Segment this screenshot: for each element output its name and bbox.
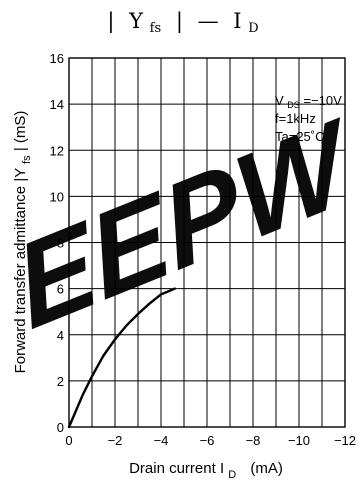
y-tick-label: 4 (57, 328, 64, 343)
x-tick-label: −12 (334, 433, 356, 448)
condition-vds: V DS =−10V (275, 93, 342, 111)
y-tick-label: 16 (50, 51, 64, 66)
condition-vds-subscript: DS (287, 100, 300, 110)
x-tick-label: −10 (288, 433, 310, 448)
x-tick-label: 0 (65, 433, 72, 448)
y-tick-label: 0 (57, 420, 64, 435)
title-bar-right: | (176, 9, 183, 34)
chart-title: | Y fs | — I D (107, 9, 258, 37)
conditions-annotation: V DS =−10V f=1kHz Ta=25˚C (275, 93, 342, 144)
y-tick-label: 8 (57, 236, 64, 251)
x-tick-label: −4 (154, 433, 169, 448)
x-axis-label-subscript: D (228, 469, 236, 481)
plot-border (68, 57, 346, 428)
y-tick-label: 14 (50, 97, 64, 112)
condition-frequency: f=1kHz (275, 111, 316, 126)
x-axis-label-text: Drain current I (129, 460, 224, 477)
title-y-symbol: Y (128, 9, 144, 33)
y-axis-label-text: Forward transfer admittance |Y (12, 168, 29, 374)
x-tick-label: −8 (246, 433, 261, 448)
title-bar-left: | (107, 9, 114, 34)
series-line-0 (67, 287, 176, 429)
x-axis-label: Drain current I D (mA) (129, 460, 283, 482)
title-dash: — (198, 9, 219, 33)
x-tick-labels: 0 −2 −4 −6 −8 −10 −12 (65, 433, 356, 448)
title-y-subscript: fs (150, 21, 161, 36)
y-axis-label: Forward transfer admittance |Y fs | (mS) (12, 111, 34, 374)
x-tick-label: −6 (200, 433, 215, 448)
y-tick-label: 2 (57, 374, 64, 389)
title-x-subscript: D (248, 21, 258, 36)
y-tick-label: 12 (50, 143, 64, 158)
x-axis-label-unit: (mA) (250, 460, 283, 477)
condition-temperature: Ta=25˚C (275, 129, 325, 144)
y-tick-labels: 0 2 4 6 8 10 12 14 16 (50, 51, 64, 435)
y-axis-label-subscript: fs (21, 155, 33, 164)
condition-vds-symbol: V (275, 93, 284, 108)
title-x-symbol: I (233, 9, 241, 33)
y-tick-label: 6 (57, 282, 64, 297)
plot-frame (68, 57, 346, 428)
condition-vds-value: =−10V (303, 93, 342, 108)
x-tick-label: −2 (108, 433, 123, 448)
y-tick-label: 10 (50, 189, 64, 204)
series-layer (67, 287, 176, 429)
y-axis-label-unit: | (mS) (12, 111, 29, 152)
